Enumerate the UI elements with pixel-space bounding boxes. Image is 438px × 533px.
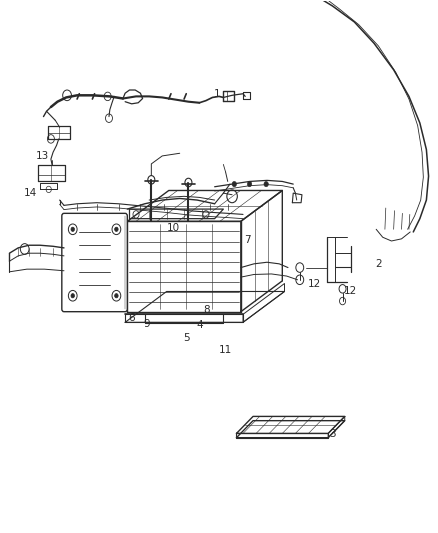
Circle shape (115, 227, 118, 231)
Text: 12: 12 (307, 279, 321, 288)
Text: 13: 13 (35, 151, 49, 161)
Text: 3: 3 (329, 429, 336, 439)
Text: 6: 6 (128, 313, 135, 323)
Text: 8: 8 (204, 305, 210, 315)
Circle shape (232, 181, 237, 187)
Text: 4: 4 (196, 320, 203, 330)
Text: 10: 10 (166, 223, 180, 233)
Text: 2: 2 (375, 259, 381, 269)
Circle shape (264, 181, 268, 187)
Text: 14: 14 (24, 188, 37, 198)
Circle shape (71, 294, 74, 298)
Text: 12: 12 (343, 286, 357, 296)
Circle shape (247, 181, 252, 187)
Text: 7: 7 (244, 235, 251, 245)
Text: 9: 9 (144, 319, 150, 329)
Circle shape (115, 294, 118, 298)
FancyBboxPatch shape (62, 213, 127, 312)
Text: 1: 1 (213, 88, 220, 99)
Text: 11: 11 (219, 345, 232, 356)
Text: 5: 5 (183, 333, 190, 343)
Circle shape (71, 227, 74, 231)
